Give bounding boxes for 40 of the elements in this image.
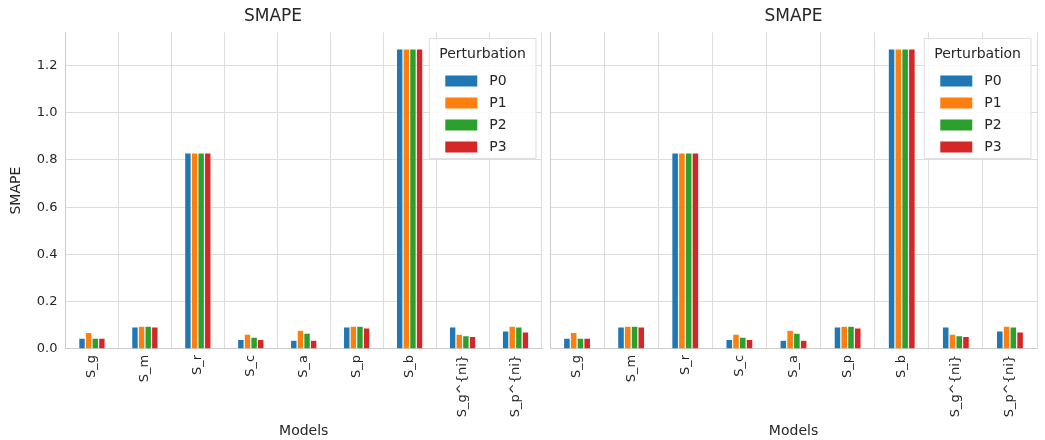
x-tick-label: S_b bbox=[401, 354, 417, 378]
legend-label: P2 bbox=[984, 116, 1002, 133]
y-tick-label: 1.2 bbox=[36, 56, 58, 72]
x-tick-label: S_p bbox=[348, 354, 364, 378]
x-tick-label: S_m bbox=[622, 354, 638, 383]
x-tick-label: S_c bbox=[242, 354, 258, 377]
x-tick-label: S_g^{ni} bbox=[947, 354, 963, 418]
legend-label: P3 bbox=[489, 138, 507, 155]
legend-title: Perturbation bbox=[439, 45, 526, 62]
x-tick-label: S_g bbox=[83, 354, 99, 378]
legend-label: P0 bbox=[984, 72, 1002, 89]
x-tick-label: S_p^{ni} bbox=[1001, 354, 1017, 418]
x-tick-label: S_m bbox=[136, 354, 152, 383]
x-axis-title: Models bbox=[768, 422, 819, 439]
x-axis-title: Models bbox=[279, 422, 329, 439]
legend-label: P2 bbox=[489, 116, 507, 133]
legend-label: P3 bbox=[984, 138, 1002, 155]
x-tick-label: S_a bbox=[295, 354, 311, 378]
chart-title: SMAPE bbox=[243, 4, 303, 25]
y-tick-label: 1.0 bbox=[36, 104, 58, 120]
legend-label: P1 bbox=[984, 94, 1002, 111]
y-axis-title: SMAPE bbox=[7, 166, 24, 215]
x-tick-label: S_a bbox=[784, 354, 800, 378]
y-tick-label: 0.0 bbox=[36, 340, 58, 356]
x-tick-label: S_p^{ni} bbox=[506, 354, 522, 418]
x-tick-label: S_r bbox=[189, 354, 205, 376]
y-tick-label: 0.8 bbox=[36, 151, 58, 167]
legend-label: P1 bbox=[489, 94, 507, 111]
x-tick-label: S_b bbox=[893, 354, 909, 378]
x-tick-label: S_g bbox=[568, 354, 584, 378]
y-tick-label: 0.6 bbox=[36, 198, 58, 214]
x-tick-label: S_g^{ni} bbox=[453, 354, 469, 418]
legend-label: P0 bbox=[489, 72, 507, 89]
x-tick-label: S_p bbox=[838, 354, 854, 378]
chart-title: SMAPE bbox=[764, 4, 823, 25]
y-tick-label: 0.2 bbox=[36, 293, 58, 309]
x-tick-label: S_c bbox=[730, 354, 746, 377]
legend-title: Perturbation bbox=[934, 45, 1021, 62]
y-tick-label: 0.4 bbox=[36, 245, 58, 261]
x-tick-label: S_r bbox=[676, 354, 692, 376]
